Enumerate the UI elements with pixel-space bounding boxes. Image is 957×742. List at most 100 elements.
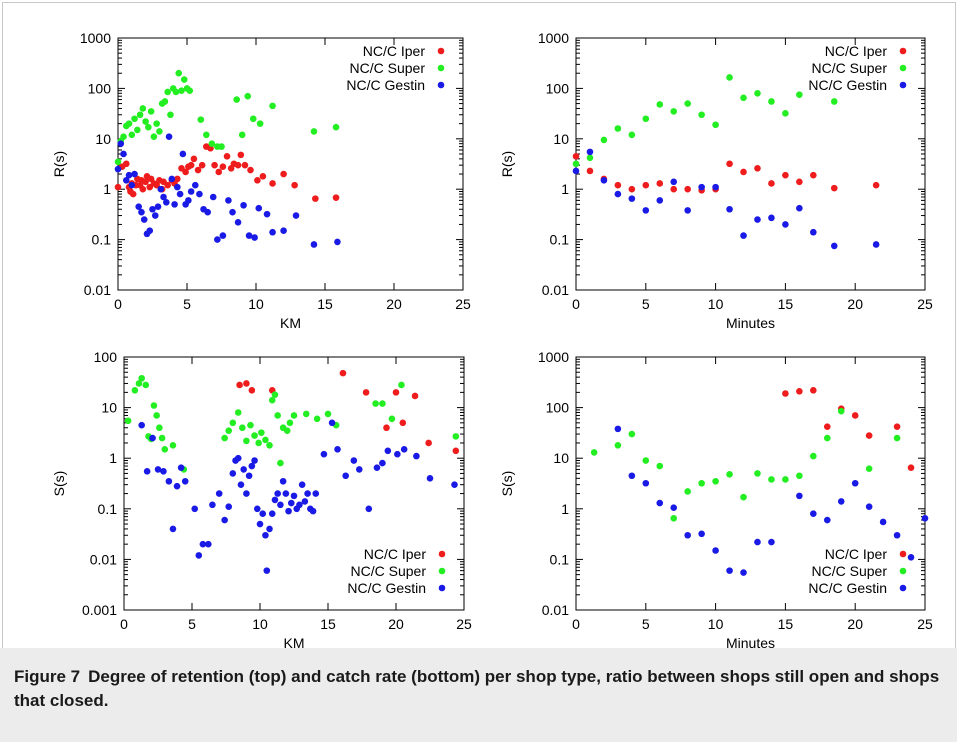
data-point-iper xyxy=(194,166,202,174)
x-tick-label: 10 xyxy=(248,296,264,312)
data-point-iper xyxy=(187,161,195,169)
data-point-gestin xyxy=(214,236,221,243)
data-point-super xyxy=(169,441,177,449)
data-point-gestin xyxy=(872,241,880,248)
data-point-iper xyxy=(425,439,432,447)
data-point-super xyxy=(670,514,678,522)
y-tick-label: 0.1 xyxy=(550,551,570,567)
data-point-gestin xyxy=(292,212,300,219)
data-point-gestin xyxy=(342,472,349,480)
data-point-super xyxy=(642,457,650,464)
data-point-gestin xyxy=(173,482,181,490)
data-point-gestin xyxy=(209,193,217,201)
x-tick-label: 0 xyxy=(114,296,122,312)
data-point-super xyxy=(642,115,650,123)
data-point-gestin xyxy=(266,525,273,533)
data-point-iper xyxy=(362,389,370,396)
data-point-gestin xyxy=(301,498,309,505)
data-point-super xyxy=(142,118,149,125)
data-point-super xyxy=(796,472,803,480)
data-point-gestin xyxy=(185,197,192,204)
data-point-gestin xyxy=(131,170,138,178)
data-point-super xyxy=(145,123,152,131)
data-point-super xyxy=(197,116,205,123)
y-axis-label: R(s) xyxy=(51,151,67,177)
data-point-iper xyxy=(241,161,249,169)
data-point-super xyxy=(135,380,143,387)
data-point-gestin xyxy=(893,531,901,539)
data-point-gestin xyxy=(243,490,250,497)
data-point-super xyxy=(142,381,150,389)
x-axis-label: KM xyxy=(280,315,301,331)
x-tick-label: 15 xyxy=(778,616,794,632)
data-point-iper xyxy=(237,151,245,159)
data-point-iper xyxy=(142,178,149,186)
data-point-gestin xyxy=(698,530,705,538)
data-point-super xyxy=(167,111,174,119)
data-point-iper xyxy=(614,181,622,189)
data-point-gestin xyxy=(334,445,341,453)
data-point-super xyxy=(290,412,298,419)
data-point-gestin xyxy=(656,499,664,507)
y-tick-label: 0.001 xyxy=(82,602,117,618)
data-point-iper xyxy=(810,171,817,179)
y-tick-label: 1 xyxy=(561,181,569,197)
data-point-super xyxy=(238,131,246,139)
y-tick-label: 1 xyxy=(561,501,569,517)
legend-label: NC/C Super xyxy=(351,563,427,579)
x-axis-label: Minutes xyxy=(726,635,775,648)
data-point-iper xyxy=(642,181,650,189)
legend-label: NC/C Iper xyxy=(363,43,426,59)
data-point-gestin xyxy=(426,475,434,482)
data-point-gestin xyxy=(355,466,363,473)
x-tick-label: 10 xyxy=(708,616,724,632)
data-point-gestin xyxy=(234,454,242,462)
data-point-iper xyxy=(656,180,664,187)
data-point-super xyxy=(600,136,608,144)
x-axis-label: KM xyxy=(284,635,305,648)
data-point-super xyxy=(712,121,719,129)
x-tick-label: 25 xyxy=(455,296,471,312)
data-point-super xyxy=(158,434,166,442)
x-tick-label: 5 xyxy=(183,296,191,312)
data-point-iper xyxy=(215,168,223,176)
legend-label: NC/C Super xyxy=(350,60,426,76)
data-point-iper xyxy=(190,155,198,163)
data-point-super xyxy=(452,433,460,440)
data-point-iper xyxy=(628,185,636,193)
x-tick-label: 20 xyxy=(847,616,863,632)
data-point-gestin xyxy=(204,208,211,216)
legend-marker-super xyxy=(899,64,907,72)
chart-r-km: 0 5 10 15 20 25 0.01 0.1 1 10 100 1000 KM R(s) NC/C Ip… xyxy=(51,30,471,331)
data-point-super xyxy=(332,123,340,131)
data-point-gestin xyxy=(328,419,336,427)
data-point-super xyxy=(656,462,664,470)
caption-text: Degree of retention (top) and catch rate… xyxy=(14,667,940,710)
data-point-gestin xyxy=(642,479,650,487)
data-point-super xyxy=(796,91,803,98)
data-point-iper xyxy=(247,166,254,174)
data-point-gestin xyxy=(740,232,747,239)
data-point-super xyxy=(225,427,233,434)
data-point-super xyxy=(277,459,284,467)
data-point-gestin xyxy=(179,150,187,158)
x-tick-label: 15 xyxy=(317,296,333,312)
data-point-super xyxy=(258,429,265,436)
legend-marker-super xyxy=(437,64,445,72)
data-point-gestin xyxy=(195,552,203,559)
data-point-super xyxy=(153,120,160,127)
data-point-iper xyxy=(399,419,407,427)
data-point-gestin xyxy=(782,221,789,228)
data-point-gestin xyxy=(350,457,358,464)
data-point-gestin xyxy=(614,425,622,433)
data-point-gestin xyxy=(248,462,256,470)
data-point-gestin xyxy=(245,232,253,239)
y-axis-label: S(s) xyxy=(499,471,515,497)
data-point-super xyxy=(283,427,291,434)
data-point-super xyxy=(175,69,183,77)
x-tick-label: 5 xyxy=(188,616,196,632)
x-tick-label: 15 xyxy=(778,296,794,312)
data-point-super xyxy=(379,400,386,407)
chart-s-km: 0 5 10 15 20 25 0.001 0.01 0.1 1 10 100 KM S(s) NC/C I… xyxy=(51,349,472,648)
data-point-super xyxy=(161,98,169,105)
